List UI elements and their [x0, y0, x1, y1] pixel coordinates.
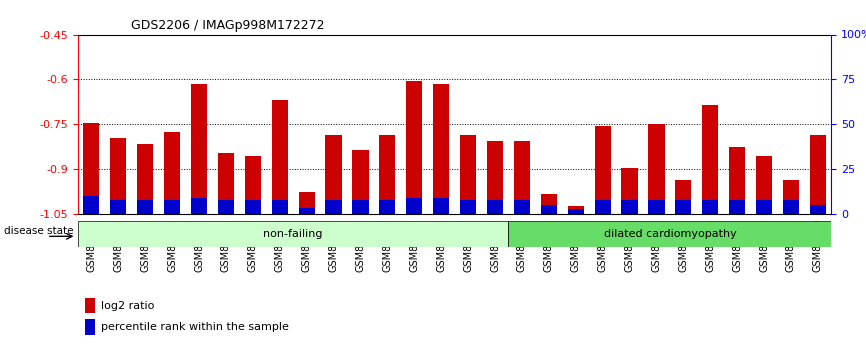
Bar	[83, 196, 100, 214]
Bar	[649, 124, 664, 199]
Bar	[299, 193, 314, 208]
Bar	[783, 179, 799, 199]
Bar	[595, 126, 611, 199]
Bar	[508, 221, 831, 247]
Bar	[675, 179, 691, 199]
Bar	[810, 205, 826, 214]
Bar	[756, 199, 772, 214]
Bar	[702, 199, 719, 214]
Bar	[406, 198, 423, 214]
Bar	[406, 81, 423, 198]
Bar	[191, 84, 207, 198]
Bar	[783, 199, 799, 214]
Bar	[78, 221, 508, 247]
Bar	[191, 198, 207, 214]
Bar	[514, 199, 530, 214]
Bar	[487, 141, 503, 199]
Bar	[487, 199, 503, 214]
Text: GDS2206 / IMAGp998M172272: GDS2206 / IMAGp998M172272	[131, 19, 324, 32]
Bar	[245, 199, 261, 214]
Bar	[272, 100, 288, 199]
Text: disease state: disease state	[4, 226, 74, 236]
Text: log2 ratio: log2 ratio	[100, 301, 154, 311]
Bar	[540, 205, 557, 214]
Bar	[245, 156, 261, 199]
Bar	[595, 199, 611, 214]
Bar	[86, 319, 94, 335]
Bar	[352, 199, 369, 214]
Bar	[352, 150, 369, 199]
Bar	[433, 84, 449, 198]
Bar	[83, 123, 100, 196]
Bar	[164, 199, 180, 214]
Bar	[272, 199, 288, 214]
Bar	[756, 156, 772, 199]
Bar	[540, 195, 557, 205]
Bar	[675, 199, 691, 214]
Bar	[729, 199, 746, 214]
Bar	[110, 138, 126, 199]
Bar	[810, 135, 826, 205]
Bar	[110, 199, 126, 214]
Bar	[514, 141, 530, 199]
Bar	[702, 105, 719, 199]
Bar	[568, 206, 584, 208]
Bar	[164, 132, 180, 199]
Bar	[137, 144, 153, 199]
Bar	[649, 199, 664, 214]
Bar	[326, 199, 341, 214]
Bar	[326, 135, 341, 199]
Bar	[568, 208, 584, 214]
Bar	[137, 199, 153, 214]
Bar	[460, 199, 476, 214]
Bar	[460, 135, 476, 199]
Text: dilated cardiomyopathy: dilated cardiomyopathy	[604, 229, 736, 239]
Bar	[86, 298, 94, 313]
Text: percentile rank within the sample: percentile rank within the sample	[100, 322, 288, 332]
Text: non-failing: non-failing	[263, 229, 323, 239]
Bar	[622, 199, 637, 214]
Bar	[729, 147, 746, 199]
Bar	[218, 199, 234, 214]
Bar	[218, 152, 234, 199]
Bar	[299, 193, 314, 214]
Bar	[622, 168, 637, 199]
Bar	[379, 199, 396, 214]
Bar	[433, 198, 449, 214]
Bar	[379, 135, 396, 199]
